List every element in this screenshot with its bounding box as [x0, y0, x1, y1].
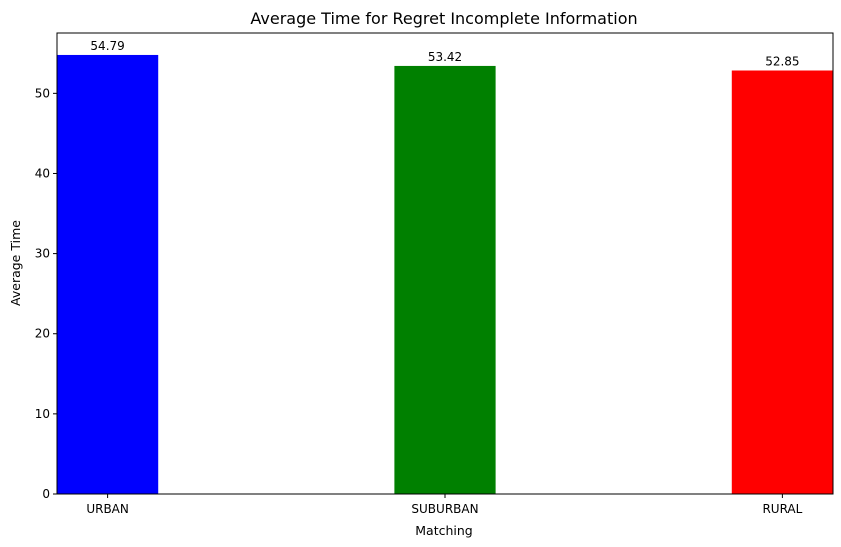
plot-area-frame [56, 32, 834, 495]
y-tick-label-40: 40 [35, 166, 50, 180]
y-tick-label-0: 0 [42, 487, 50, 501]
data-labels-group: 54.79 53.42 52.85 [90, 39, 799, 69]
x-axis-ticks: URBAN SUBURBAN RURAL [86, 494, 803, 516]
x-axis-label: Matching [415, 523, 472, 538]
y-tick-label-20: 20 [35, 327, 50, 341]
x-tick-label-rural: RURAL [762, 502, 802, 516]
data-label-suburban: 53.42 [428, 50, 462, 64]
y-tick-label-50: 50 [35, 86, 50, 100]
bar-rural [731, 70, 833, 494]
bar-suburban [394, 65, 496, 494]
data-label-rural: 52.85 [765, 55, 799, 69]
y-tick-label-30: 30 [35, 247, 50, 261]
y-axis-label: Average Time [8, 220, 23, 306]
data-label-urban: 54.79 [90, 39, 124, 53]
x-tick-label-suburban: SUBURBAN [411, 502, 478, 516]
x-tick-label-urban: URBAN [86, 502, 129, 516]
bars-group [57, 54, 833, 494]
bar-urban [57, 54, 159, 494]
y-tick-label-10: 10 [35, 407, 50, 421]
y-axis-ticks: 0 10 20 30 40 50 [35, 86, 57, 501]
chart-title: Average Time for Regret Incomplete Infor… [250, 9, 637, 28]
